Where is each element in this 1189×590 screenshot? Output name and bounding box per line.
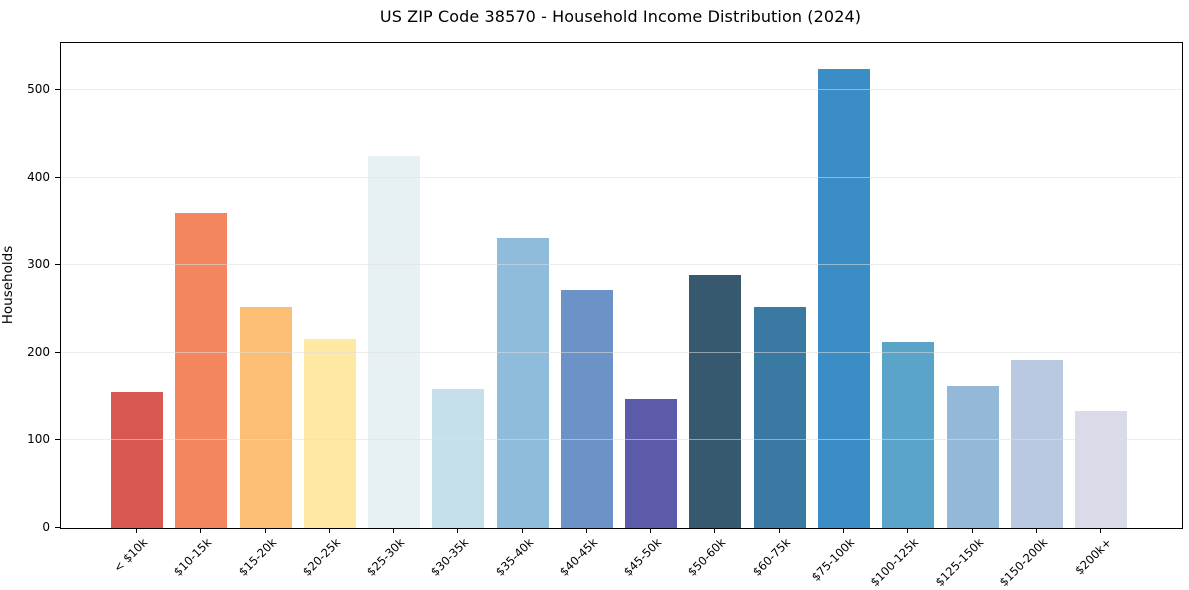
bar-$45-50k bbox=[625, 399, 678, 528]
bar-$10-15k bbox=[175, 213, 228, 528]
x-tick-mark bbox=[1100, 528, 1101, 533]
y-axis-label: Households bbox=[0, 245, 16, 325]
bar-$125-150k bbox=[946, 386, 999, 528]
x-tick-mark bbox=[393, 528, 394, 533]
y-tick-mark bbox=[55, 352, 60, 353]
y-tick-mark bbox=[55, 527, 60, 528]
bar-$35-40k bbox=[496, 238, 549, 528]
bar-$20-25k bbox=[303, 339, 356, 528]
gridline-400 bbox=[61, 177, 1182, 178]
x-tick-mark bbox=[522, 528, 523, 533]
x-tick-mark bbox=[972, 528, 973, 533]
x-tick-mark bbox=[329, 528, 330, 533]
bar-$30-35k bbox=[432, 389, 485, 528]
x-tick-mark bbox=[136, 528, 137, 533]
chart-title: US ZIP Code 38570 - Household Income Dis… bbox=[379, 7, 862, 26]
x-tick-mark bbox=[650, 528, 651, 533]
y-tick-label-400: 400 bbox=[27, 170, 50, 184]
plot-area bbox=[60, 42, 1183, 529]
x-tick-mark bbox=[779, 528, 780, 533]
x-tick-mark bbox=[457, 528, 458, 533]
gridline-300 bbox=[61, 264, 1182, 265]
x-tick-mark bbox=[714, 528, 715, 533]
bar-$60-75k bbox=[753, 307, 806, 528]
x-tick-mark bbox=[1036, 528, 1037, 533]
y-tick-label-300: 300 bbox=[27, 257, 50, 271]
bar-$50-60k bbox=[689, 275, 742, 528]
bar-$40-45k bbox=[560, 290, 613, 528]
y-tick-mark bbox=[55, 264, 60, 265]
bar-$100-125k bbox=[882, 342, 935, 528]
bar-$75-100k bbox=[817, 69, 870, 528]
y-tick-mark bbox=[55, 177, 60, 178]
y-tick-label-200: 200 bbox=[27, 345, 50, 359]
y-tick-label-0: 0 bbox=[42, 520, 50, 534]
gridline-100 bbox=[61, 439, 1182, 440]
x-tick-mark bbox=[586, 528, 587, 533]
gridline-200 bbox=[61, 352, 1182, 353]
x-tick-label-< $10k: < $10k bbox=[110, 535, 151, 575]
x-tick-mark bbox=[907, 528, 908, 533]
bar-$200k+ bbox=[1075, 411, 1128, 528]
bar-$15-20k bbox=[239, 307, 292, 528]
y-tick-mark bbox=[55, 439, 60, 440]
x-tick-mark bbox=[200, 528, 201, 533]
gridline-500 bbox=[61, 89, 1182, 90]
y-tick-label-100: 100 bbox=[27, 432, 50, 446]
bar-< $10k bbox=[111, 392, 163, 528]
y-tick-label-500: 500 bbox=[27, 82, 50, 96]
x-tick-mark bbox=[843, 528, 844, 533]
bar-$150-200k bbox=[1010, 360, 1063, 528]
bar-$25-30k bbox=[368, 156, 421, 528]
x-tick-mark bbox=[265, 528, 266, 533]
y-tick-mark bbox=[55, 89, 60, 90]
